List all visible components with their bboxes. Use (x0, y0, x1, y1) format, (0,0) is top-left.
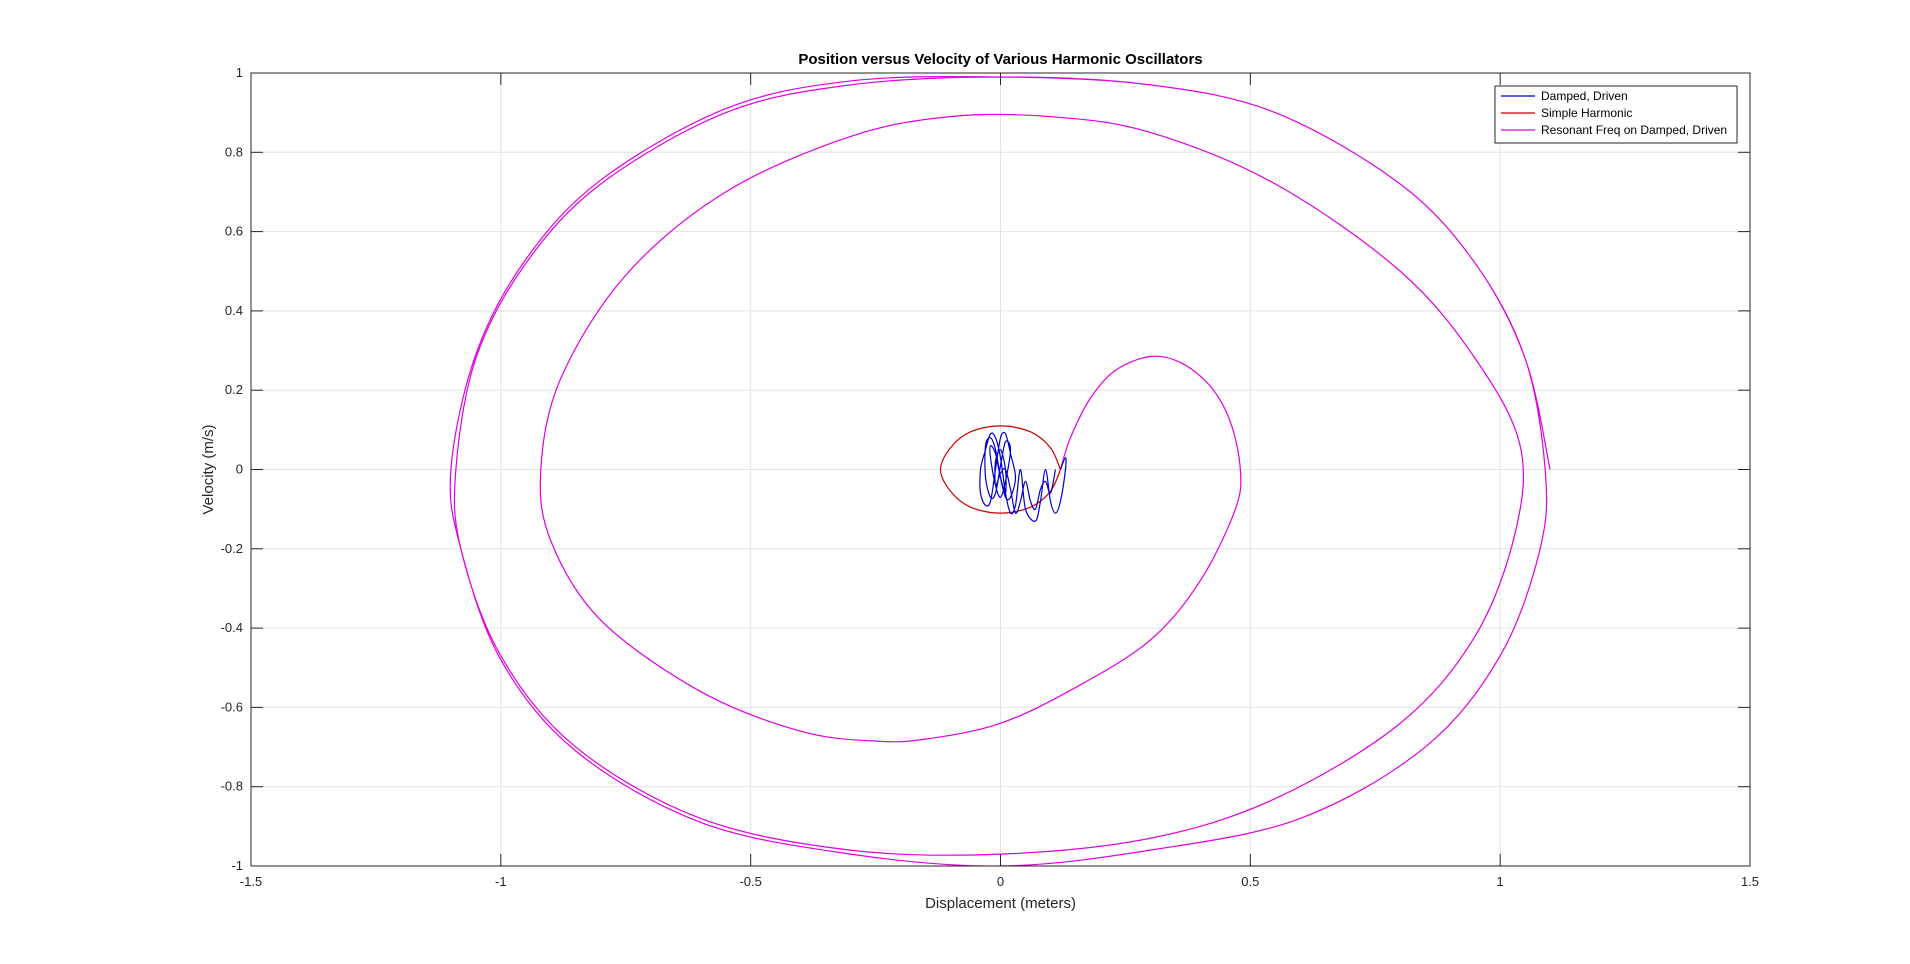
series-line-damped-driven (979, 431, 1067, 522)
x-tick-label: -1.5 (240, 874, 262, 889)
plot-area: -1.5 -1 -0.5 0 0.5 1 1.5 -1-0.8-0.6-0.4-0.200.… (221, 65, 1759, 889)
x-tick-label: -0.5 (739, 874, 761, 889)
legend-entry-label: Resonant Freq on Damped, Driven (1541, 123, 1727, 137)
y-tick-label: -0.4 (221, 620, 243, 635)
series-layer (449, 75, 1551, 866)
series-line-resonant-freq-on-damped-driven (449, 75, 1551, 866)
series-line-simple-harmonic (939, 425, 1062, 514)
y-tick-label: 1 (236, 65, 243, 80)
legend-items: Damped, Driven Simple Harmonic Resonant Fr… (1501, 89, 1727, 137)
x-tick-label: 1.5 (1741, 874, 1759, 889)
legend: Damped, Driven Simple Harmonic Resonant Fr… (1494, 85, 1738, 144)
y-tick-label: -1 (231, 858, 243, 873)
y-tick-label: 0.2 (225, 382, 243, 397)
x-tick-label: 0.5 (1241, 874, 1259, 889)
legend-box (1494, 85, 1738, 144)
y-tick-label: -0.2 (221, 541, 243, 556)
x-tick-label: 1 (1497, 874, 1504, 889)
chart-title: Position versus Velocity of Various Harm… (798, 51, 1202, 68)
y-tick-label: -0.8 (221, 779, 243, 794)
y-tick-labels: -1 -0.8 -0.6 -0.4 -0.2 0 0.2 0.4 0.6 0.8 1 (221, 65, 243, 873)
legend-entry-label: Simple Harmonic (1541, 106, 1632, 120)
y-tick-label: 0.8 (225, 144, 243, 159)
x-tick-labels: -1.5 -1 -0.5 0 0.5 1 1.5 (240, 874, 1759, 889)
y-tick-label: 0.6 (225, 224, 243, 239)
y-tick-label: 0.4 (225, 303, 243, 318)
legend-entry-label: Damped, Driven (1541, 89, 1628, 103)
x-tick-label: 0 (997, 874, 1004, 889)
x-axis-label: Displacement (meters) (925, 895, 1076, 912)
y-tick-label: -0.6 (221, 699, 243, 714)
ticks (250, 72, 1751, 867)
x-tick-label: -1 (495, 874, 507, 889)
y-axis-label: Velocity (m/s) (200, 424, 217, 514)
y-tick-label: 0 (236, 462, 243, 477)
